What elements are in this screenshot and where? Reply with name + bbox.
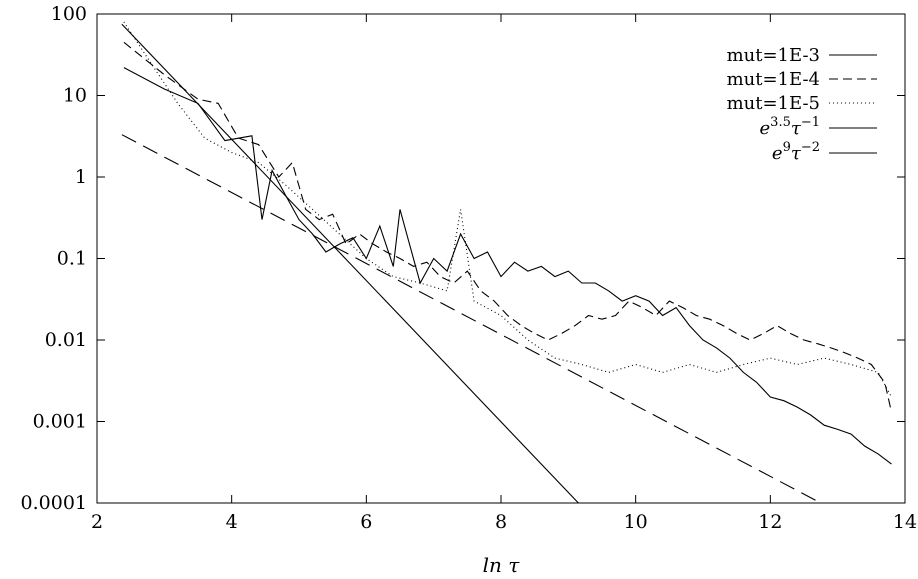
x-tick-label: 8 xyxy=(495,511,507,533)
legend-label: e9τ−2 xyxy=(772,140,820,164)
y-tick-label: 0.001 xyxy=(33,411,87,433)
series-layer xyxy=(121,21,893,504)
series-line-4 xyxy=(121,134,822,504)
series-line-1 xyxy=(123,67,892,465)
series-line-5 xyxy=(121,23,579,504)
x-tick-label: 2 xyxy=(91,511,103,533)
x-tick-label: 6 xyxy=(360,511,372,533)
series-line-2 xyxy=(123,41,893,413)
y-tick-label: 10 xyxy=(63,85,87,107)
x-axis-title: ln τ xyxy=(483,553,521,577)
y-tick-label: 0.1 xyxy=(57,248,87,270)
legend-label: mut=1E-3 xyxy=(727,45,820,66)
legend-label: mut=1E-5 xyxy=(727,93,820,114)
legend-label: e3.5τ−1 xyxy=(760,115,820,139)
y-tick-label: 100 xyxy=(51,3,87,25)
x-tick-label: 4 xyxy=(226,511,238,533)
x-tick-label: 10 xyxy=(624,511,648,533)
legend-label: mut=1E-4 xyxy=(727,69,820,90)
x-tick-label: 12 xyxy=(758,511,782,533)
y-tick-label: 0.01 xyxy=(45,329,87,351)
series-line-3 xyxy=(123,21,892,398)
y-tick-label: 0.0001 xyxy=(21,492,87,514)
x-tick-label: 14 xyxy=(893,511,917,533)
axis-ticks: 2 4 6 8 10 12 14 0.0001 0.001 0.01 0.1 1 10 100 xyxy=(21,3,918,533)
y-tick-label: 1 xyxy=(75,166,87,188)
